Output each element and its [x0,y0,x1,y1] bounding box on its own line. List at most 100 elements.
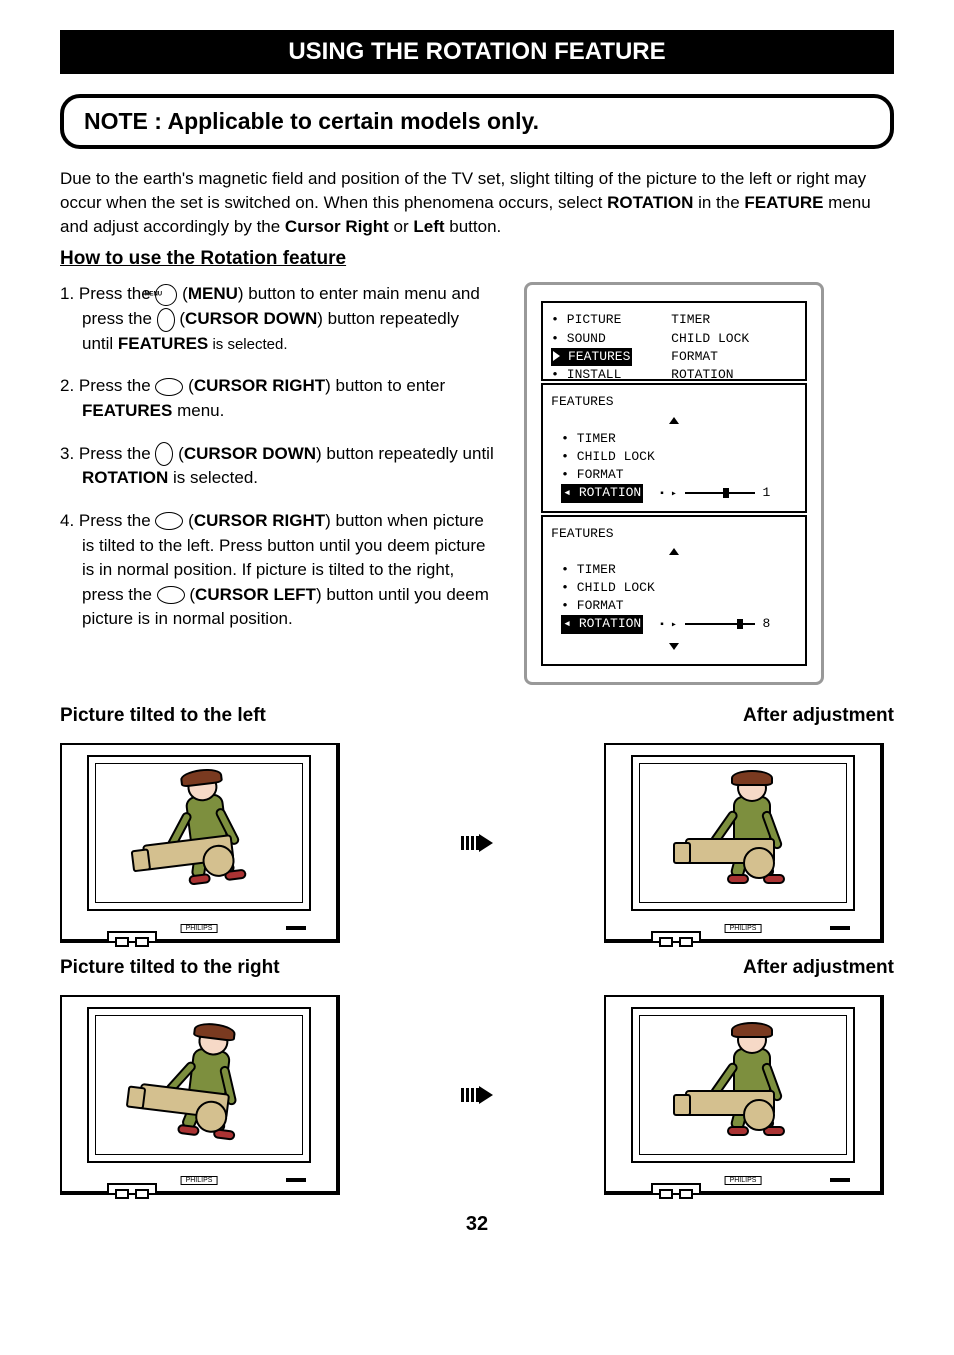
step-bold: FEATURES [82,401,172,420]
osd-selected: ◂ ROTATION [561,484,643,502]
step-text: ( [173,444,183,463]
osd-item: ROTATION [579,485,641,500]
osd-title: FEATURES [551,393,797,411]
step-bold: CURSOR LEFT [195,585,316,604]
osd-column: • PICTURETIMER • SOUNDCHILD LOCK FEATURE… [524,282,894,684]
step-text: is selected. [168,468,258,487]
step-text: ( [177,284,187,303]
step-text: ) button to enter [325,376,445,395]
tv-stand-icon [107,1183,157,1195]
step-text: 1. Press the [60,284,155,303]
osd-item: FORMAT [671,348,797,366]
step-text: 3. Press the [60,444,155,463]
tv-brand-label: PHILIPS [181,1176,218,1185]
cursor-down-icon [157,308,175,332]
osd-item: • CHILD LOCK [561,448,797,466]
tv-stand-icon [651,931,701,943]
step-text: ( [185,585,195,604]
step-4: 4. Press the (CURSOR RIGHT) button when … [60,509,494,632]
cursor-icon [553,351,560,361]
osd-item: • FORMAT [561,597,797,615]
step-1: 1. Press the (MENU) button to enter main… [60,282,494,356]
steps-column: 1. Press the (MENU) button to enter main… [60,282,494,684]
tv-led-icon [830,1178,850,1182]
example-title-after: After adjustment [604,957,894,979]
intro-bold: Cursor Right [285,217,389,236]
step-text: 4. Press the [60,511,155,530]
intro-bold: FEATURE [744,193,823,212]
step-bold: CURSOR RIGHT [194,376,325,395]
tv-stand-icon [107,931,157,943]
step-text: ( [183,376,193,395]
intro-text: or [389,217,414,236]
osd-item: • FORMAT [561,466,797,484]
slider-knob [723,488,729,498]
tv-brand-label: PHILIPS [725,924,762,933]
menu-button-icon [155,284,177,306]
osd-selected: ◂ ROTATION [561,615,643,633]
rotation-slider [685,492,755,494]
tv-brand-label: PHILIPS [725,1176,762,1185]
tv-led-icon [286,926,306,930]
tv-illustration-after: PHILIPS [604,995,884,1195]
example-title-after: After adjustment [604,705,894,727]
osd-panel-1: • PICTURETIMER • SOUNDCHILD LOCK FEATURE… [524,282,824,684]
tv-stand-icon [651,1183,701,1195]
cursor-right-icon [155,378,183,396]
osd-item: FEATURES [568,349,630,364]
osd-item: TIMER [671,311,797,329]
slider-value: 1 [763,485,771,500]
osd-item: • SOUND [551,330,671,348]
character-illustration [133,1023,266,1147]
step-bold: CURSOR DOWN [184,444,316,463]
slider-value: 8 [763,616,771,631]
osd-item: ROTATION [579,616,641,631]
intro-text: button. [445,217,502,236]
up-arrow-icon [669,548,679,555]
step-bold: CURSOR RIGHT [194,511,325,530]
osd-item: • PICTURE [551,311,671,329]
osd-features-1: FEATURES • TIMER • CHILD LOCK • FORMAT ◂… [541,383,807,512]
rotation-slider [685,623,755,625]
cursor-down-icon [155,442,173,466]
osd-item: • TIMER [561,561,797,579]
osd-title: FEATURES [551,525,797,543]
osd-main-menu: • PICTURETIMER • SOUNDCHILD LOCK FEATURE… [541,301,807,381]
osd-item: • INSTALL [551,366,671,381]
transition-arrow-icon [380,1086,574,1104]
osd-item: • CHILD LOCK [561,579,797,597]
intro-text: in the [693,193,744,212]
osd-features-2: FEATURES • TIMER • CHILD LOCK • FORMAT ◂… [541,515,807,666]
intro-bold: Left [413,217,444,236]
tv-led-icon [830,926,850,930]
examples-section: Picture tilted to the left After adjustm… [60,705,894,1195]
step-bold: ROTATION [82,468,168,487]
step-text: is selected. [208,336,287,353]
tv-illustration-after: PHILIPS [604,743,884,943]
tv-illustration-tilted-left: PHILIPS [60,743,340,943]
howto-heading: How to use the Rotation feature [60,248,894,270]
tv-led-icon [286,1178,306,1182]
page-number: 32 [60,1213,894,1236]
intro-paragraph: Due to the earth's magnetic field and po… [60,167,894,238]
step-2: 2. Press the (CURSOR RIGHT) button to en… [60,374,494,423]
step-3: 3. Press the (CURSOR DOWN) button repeat… [60,442,494,491]
slider-knob [737,619,743,629]
step-bold: FEATURES [118,334,208,353]
transition-arrow-icon [380,834,574,852]
step-bold: CURSOR DOWN [185,309,317,328]
note-text: NOTE : Applicable to certain models only… [84,108,539,134]
step-text: 2. Press the [60,376,155,395]
note-box: NOTE : Applicable to certain models only… [60,94,894,149]
step-text: menu. [172,401,224,420]
example-title-tilt-right: Picture tilted to the right [60,957,350,979]
example-title-tilt-left: Picture tilted to the left [60,705,350,727]
tv-brand-label: PHILIPS [181,924,218,933]
step-bold: MENU [188,284,238,303]
step-text: ( [175,309,185,328]
osd-selected: FEATURES [551,348,632,366]
osd-item: ROTATION [671,366,797,381]
cursor-left-icon [157,586,185,604]
osd-item: CHILD LOCK [671,330,797,348]
down-arrow-icon [669,643,679,650]
